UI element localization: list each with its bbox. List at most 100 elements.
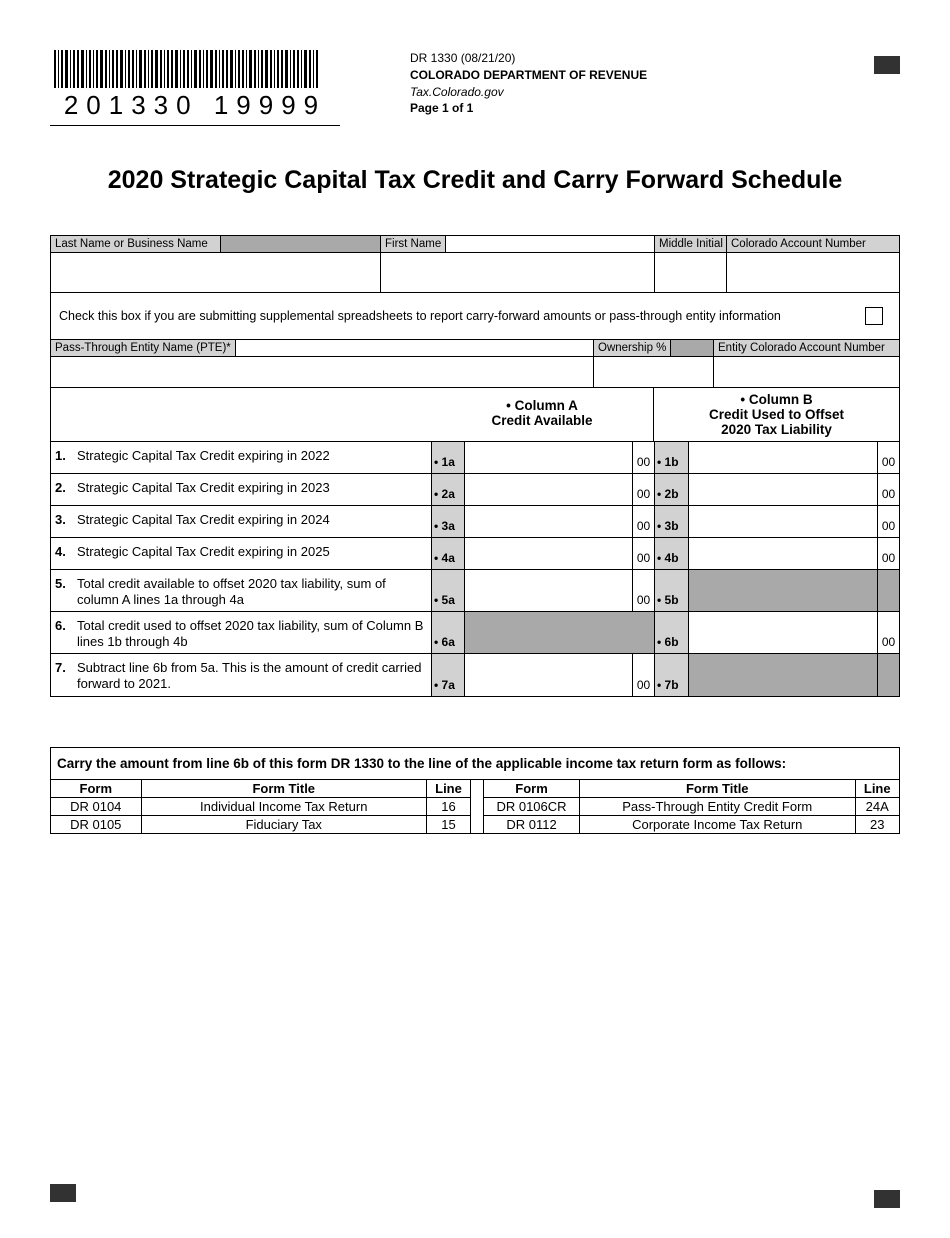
- line-number: 7.: [55, 660, 77, 691]
- carry-table-left: Form Form Title Line DR 0104 Individual …: [51, 780, 471, 833]
- amount-a-input: [465, 612, 654, 653]
- line-row: 3.Strategic Capital Tax Credit expiring …: [51, 505, 899, 537]
- amount-b-input[interactable]: [689, 442, 877, 473]
- first-name-label: First Name: [381, 236, 446, 253]
- marker-b: • 7b: [655, 654, 689, 695]
- amount-a-input[interactable]: [465, 570, 632, 611]
- cents-a: 00: [632, 442, 654, 473]
- amount-b-input: [689, 570, 877, 611]
- cents-b: 00: [877, 506, 899, 537]
- amount-a-input[interactable]: [465, 654, 632, 695]
- cents-b: 00: [877, 474, 899, 505]
- cents-b: [877, 570, 899, 611]
- line-desc-text: Total credit used to offset 2020 tax lia…: [77, 618, 427, 649]
- cents-b: [877, 654, 899, 695]
- header-row: 201330 19999 DR 1330 (08/21/20) COLORADO…: [50, 50, 900, 126]
- th-line-r: Line: [855, 780, 899, 798]
- site-url: Tax.Colorado.gov: [410, 84, 647, 101]
- line-row: 6.Total credit used to offset 2020 tax l…: [51, 611, 899, 653]
- mi-input[interactable]: [655, 253, 726, 292]
- entity-acct-input[interactable]: [714, 357, 899, 387]
- amount-a-input[interactable]: [465, 506, 632, 537]
- amount-b-input: [689, 654, 877, 695]
- line-desc-text: Strategic Capital Tax Credit expiring in…: [77, 480, 427, 501]
- marker-a: • 1a: [431, 442, 465, 473]
- line-number: 2.: [55, 480, 77, 501]
- cents-b: 00: [877, 442, 899, 473]
- marker-a: • 5a: [431, 570, 465, 611]
- form-code: DR 1330 (08/21/20): [410, 50, 647, 67]
- supplemental-checkbox[interactable]: [865, 307, 883, 325]
- amount-b-input[interactable]: [689, 612, 877, 653]
- line-desc-text: Strategic Capital Tax Credit expiring in…: [77, 448, 427, 469]
- cents-b: 00: [877, 538, 899, 569]
- line-row: 2.Strategic Capital Tax Credit expiring …: [51, 473, 899, 505]
- line-row: 4.Strategic Capital Tax Credit expiring …: [51, 537, 899, 569]
- marker-b: • 6b: [655, 612, 689, 653]
- last-name-label: Last Name or Business Name: [51, 236, 221, 253]
- amount-b-input[interactable]: [689, 506, 877, 537]
- amount-a-input[interactable]: [465, 538, 632, 569]
- table-row: DR 0112 Corporate Income Tax Return 23: [484, 815, 900, 833]
- marker-a: • 4a: [431, 538, 465, 569]
- pte-row: Pass-Through Entity Name (PTE)* Ownershi…: [51, 339, 899, 387]
- line-desc-text: Strategic Capital Tax Credit expiring in…: [77, 544, 427, 565]
- marker-b: • 4b: [655, 538, 689, 569]
- identity-row: Last Name or Business Name First Name Mi…: [51, 236, 899, 292]
- corner-marker-bl: [50, 1184, 76, 1202]
- line-row: 5.Total credit available to offset 2020 …: [51, 569, 899, 611]
- cents-a: 00: [632, 474, 654, 505]
- marker-a: • 7a: [431, 654, 465, 695]
- ownership-input[interactable]: [594, 357, 713, 387]
- table-row: DR 0106CR Pass-Through Entity Credit For…: [484, 797, 900, 815]
- line-desc-text: Strategic Capital Tax Credit expiring in…: [77, 512, 427, 533]
- cents-a: 00: [632, 654, 654, 695]
- colhead-b: • Column B Credit Used to Offset 2020 Ta…: [654, 388, 899, 441]
- amount-b-input[interactable]: [689, 538, 877, 569]
- cents-b: 00: [877, 612, 899, 653]
- column-header-row: • Column A Credit Available • Column B C…: [51, 387, 899, 441]
- amount-b-input[interactable]: [689, 474, 877, 505]
- marker-b: • 3b: [655, 506, 689, 537]
- table-row: DR 0105 Fiduciary Tax 15: [51, 815, 471, 833]
- th-line-l: Line: [427, 780, 471, 798]
- first-name-gap: [446, 236, 654, 253]
- barcode-block: 201330 19999: [50, 50, 340, 126]
- last-name-input[interactable]: [51, 253, 380, 292]
- marker-a: • 6a: [431, 612, 465, 653]
- line-desc-text: Subtract line 6b from 5a. This is the am…: [77, 660, 427, 691]
- carry-head: Carry the amount from line 6b of this fo…: [51, 748, 899, 780]
- line-number: 3.: [55, 512, 77, 533]
- corner-marker-tr: [874, 56, 900, 74]
- line-number: 4.: [55, 544, 77, 565]
- cents-a: 00: [632, 570, 654, 611]
- line-row: 7.Subtract line 6b from 5a. This is the …: [51, 653, 899, 695]
- cents-a: 00: [632, 538, 654, 569]
- carry-tables: Form Form Title Line DR 0104 Individual …: [51, 780, 899, 833]
- line-number: 1.: [55, 448, 77, 469]
- barcode-icon: [50, 50, 340, 88]
- line-row: 1.Strategic Capital Tax Credit expiring …: [51, 441, 899, 473]
- acct-input[interactable]: [727, 253, 899, 292]
- carry-table-right: Form Form Title Line DR 0106CR Pass-Thro…: [483, 780, 899, 833]
- corner-marker-br: [874, 1190, 900, 1208]
- th-title-r: Form Title: [580, 780, 856, 798]
- line-desc-text: Total credit available to offset 2020 ta…: [77, 576, 427, 607]
- amount-a-input[interactable]: [465, 474, 632, 505]
- department-name: COLORADO DEPARTMENT OF REVENUE: [410, 67, 647, 84]
- line-number: 6.: [55, 618, 77, 649]
- colhead-blank: [51, 388, 431, 441]
- marker-b: • 1b: [655, 442, 689, 473]
- page-indicator: Page 1 of 1: [410, 100, 647, 117]
- th-form-l: Form: [51, 780, 141, 798]
- marker-b: • 2b: [655, 474, 689, 505]
- acct-label: Colorado Account Number: [727, 236, 899, 253]
- amount-a-input[interactable]: [465, 442, 632, 473]
- table-row: DR 0104 Individual Income Tax Return 16: [51, 797, 471, 815]
- barcode-number: 201330 19999: [50, 88, 340, 125]
- first-name-input[interactable]: [381, 253, 654, 292]
- pte-name-input[interactable]: [51, 357, 593, 387]
- lines-container: 1.Strategic Capital Tax Credit expiring …: [51, 441, 899, 696]
- footer-row: [50, 1184, 900, 1208]
- colhead-a: • Column A Credit Available: [431, 388, 654, 441]
